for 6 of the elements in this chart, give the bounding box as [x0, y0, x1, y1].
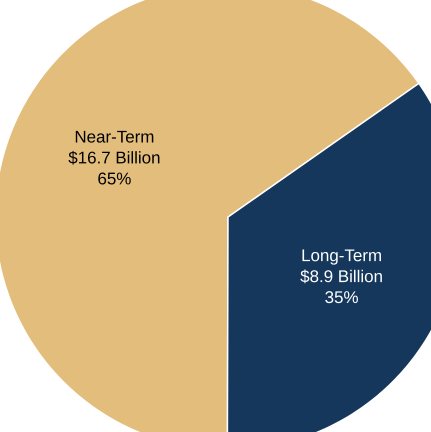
data-label: $16.7 Billion [68, 150, 160, 165]
slice-label: Near-Term [76, 130, 154, 143]
data-label: $8.9 Billion [300, 270, 382, 284]
slice-label: Long-Term [302, 249, 381, 265]
text: 35% [325, 291, 358, 304]
text: 65% [98, 172, 131, 185]
